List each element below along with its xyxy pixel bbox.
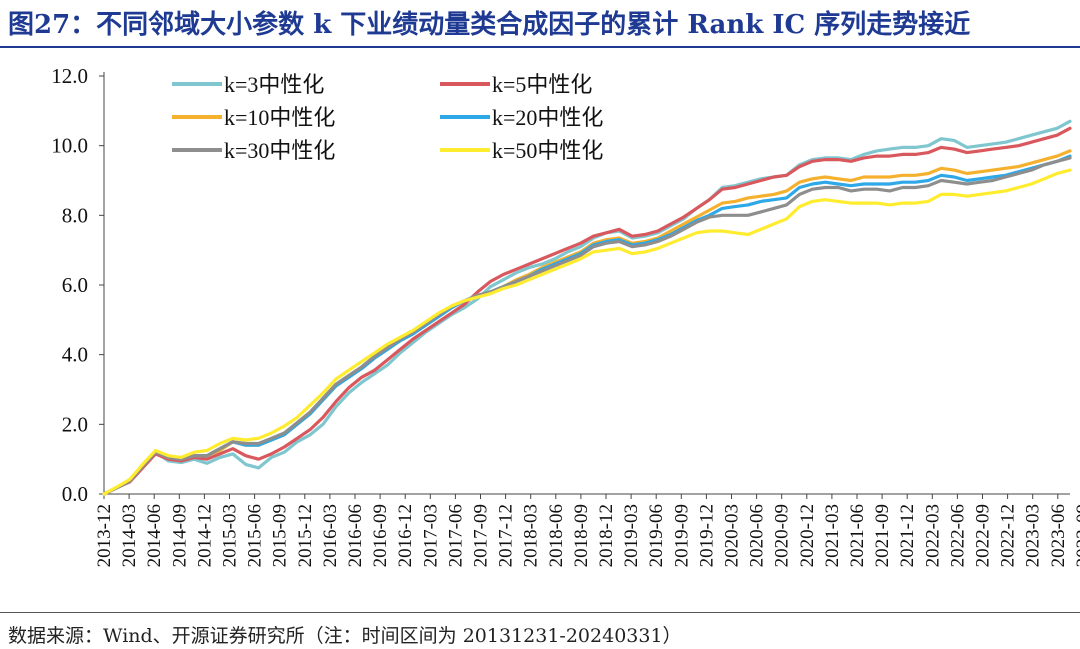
legend-label: k=30中性化	[224, 138, 335, 163]
x-tick-label: 2020-03	[722, 504, 743, 567]
x-tick-label: 2017-12	[496, 504, 517, 567]
x-tick-label: 2016-12	[395, 504, 416, 567]
title-rule	[0, 46, 1080, 48]
x-tick-label: 2018-03	[521, 504, 542, 567]
x-tick-label: 2018-12	[596, 504, 617, 567]
y-tick-label: 2.0	[62, 412, 88, 436]
x-tick-label: 2023-09	[1073, 504, 1080, 567]
x-tick-label: 2021-03	[822, 504, 843, 567]
x-tick-label: 2022-12	[998, 504, 1019, 567]
series-line	[102, 119, 1072, 496]
x-tick-label: 2019-12	[696, 504, 717, 567]
x-tick-label: 2016-06	[345, 504, 366, 567]
legend-label: k=3中性化	[224, 72, 324, 97]
y-tick-label: 0.0	[62, 482, 88, 506]
x-tick-label: 2016-03	[320, 504, 341, 567]
x-tick-label: 2018-06	[546, 504, 567, 567]
x-tick-label: 2019-06	[646, 504, 667, 567]
series-line	[102, 156, 1072, 496]
source-rule	[0, 612, 1080, 613]
x-tick-label: 2018-09	[571, 504, 592, 567]
x-tick-label: 2020-09	[772, 504, 793, 567]
x-tick-label: 2022-03	[922, 504, 943, 567]
legend-label: k=50中性化	[492, 138, 603, 163]
x-tick-label: 2017-06	[445, 504, 466, 567]
y-tick-label: 6.0	[62, 273, 88, 297]
x-tick-label: 2014-09	[169, 504, 190, 567]
x-tick-label: 2019-09	[671, 504, 692, 567]
x-tick-label: 2016-09	[370, 504, 391, 567]
x-tick-label: 2017-09	[471, 504, 492, 567]
legend-label: k=5中性化	[492, 72, 592, 97]
x-tick-label: 2014-03	[119, 504, 140, 567]
x-tick-label: 2014-06	[144, 504, 165, 567]
x-tick-label: 2020-12	[797, 504, 818, 567]
series-line	[102, 168, 1072, 496]
x-tick-label: 2013-12	[94, 504, 115, 567]
x-tick-label: 2015-03	[220, 504, 241, 567]
series-line	[102, 126, 1072, 496]
y-tick-label: 4.0	[62, 343, 88, 367]
y-tick-label: 10.0	[51, 134, 88, 158]
x-tick-label: 2015-06	[245, 504, 266, 567]
x-tick-label: 2014-12	[194, 504, 215, 567]
x-tick-label: 2019-03	[621, 504, 642, 567]
x-tick-label: 2022-06	[947, 504, 968, 567]
x-tick-label: 2021-06	[847, 504, 868, 567]
legend: k=3中性化 k=5中性化 k=10中性化 k=20中性化 k=30中性化 k=50中性化	[172, 72, 603, 163]
y-tick-label: 8.0	[62, 203, 88, 227]
legend-label: k=10中性化	[224, 105, 335, 130]
series-lines	[102, 119, 1072, 496]
chart-title: 图27：不同邻域大小参数 k 下业绩动量类合成因子的累计 Rank IC 序列走…	[8, 10, 971, 40]
y-tick-label: 12.0	[51, 64, 88, 88]
x-tick-label: 2020-06	[747, 504, 768, 567]
x-tick-label: 2015-12	[295, 504, 316, 567]
x-tick-label: 2022-09	[973, 504, 994, 567]
x-tick-label: 2017-03	[420, 504, 441, 567]
x-tick-label: 2023-03	[1023, 504, 1044, 567]
legend-label: k=20中性化	[492, 105, 603, 130]
source-note: 数据来源：Wind、开源证券研究所（注：时间区间为 20131231-20240…	[8, 625, 682, 647]
x-tick-label: 2021-12	[897, 504, 918, 567]
x-tick-label: 2021-09	[872, 504, 893, 567]
x-tick-label: 2023-06	[1048, 504, 1069, 567]
x-tick-label: 2015-09	[270, 504, 291, 567]
